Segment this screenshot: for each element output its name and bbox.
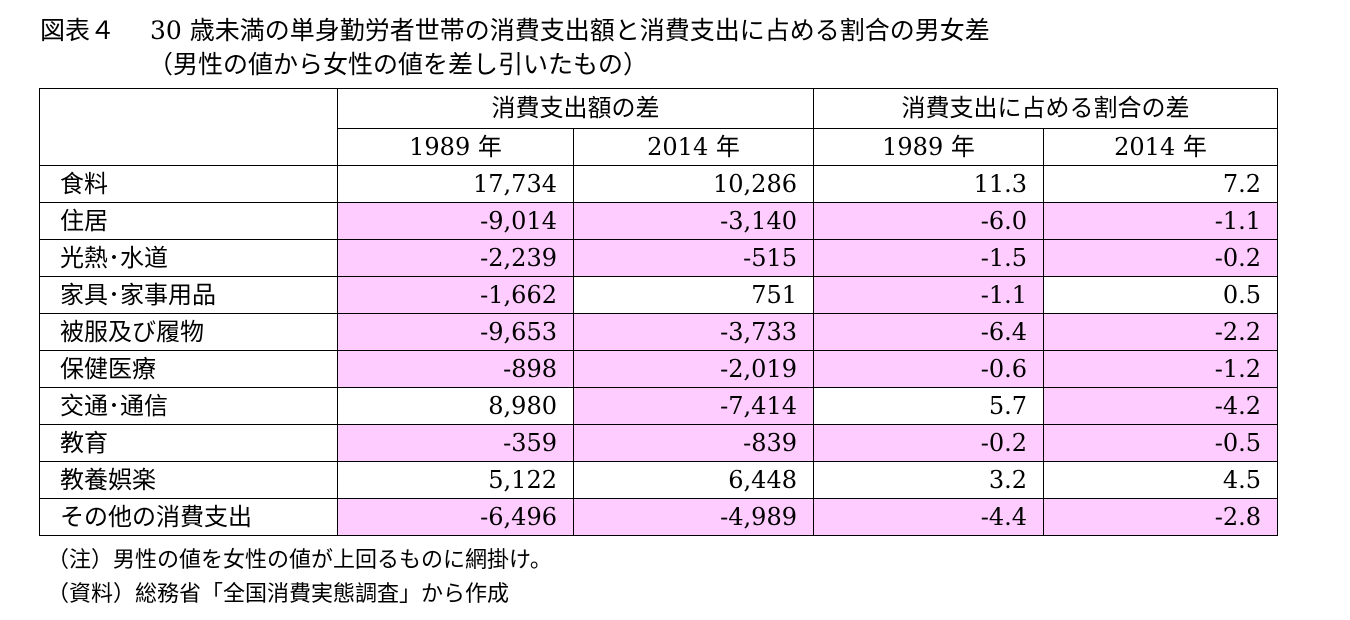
year-header: 2014 年 xyxy=(1043,128,1278,166)
note-line: （注）男性の値を女性の値が上回るものに網掛け。 xyxy=(47,548,552,573)
table-cell: -359 xyxy=(337,424,574,462)
table-cell: 0.5 xyxy=(1043,276,1278,314)
year-header: 1989 年 xyxy=(337,128,574,166)
table-cell: 17,734 xyxy=(337,165,574,203)
table-row: 交通･通信 8,980 -7,414 5.7 -4.2 xyxy=(39,387,1278,425)
table-row: 食料 17,734 10,286 11.3 7.2 xyxy=(39,165,1278,203)
row-label: 光熱･水道 xyxy=(39,239,338,277)
table-row: 教養娯楽 5,122 6,448 3.2 4.5 xyxy=(39,461,1278,499)
table-cell: -2,239 xyxy=(337,239,574,277)
row-label: 保健医療 xyxy=(39,350,338,388)
source-line: （資料）総務省「全国消費実態調査」から作成 xyxy=(47,582,510,607)
table-cell: 5.7 xyxy=(813,387,1044,425)
table-cell: -1.5 xyxy=(813,239,1044,277)
row-label: 被服及び履物 xyxy=(39,313,338,351)
table-cell: -2,019 xyxy=(573,350,814,388)
group-header-row: 消費支出額の差 消費支出に占める割合の差 xyxy=(39,88,1278,166)
table-cell: -4,989 xyxy=(573,498,814,536)
row-label: 交通･通信 xyxy=(39,387,338,425)
table-cell: -839 xyxy=(573,424,814,462)
notes: （注）男性の値を女性の値が上回るものに網掛け。 （資料）総務省「全国消費実態調査… xyxy=(47,544,552,612)
table-cell: 3.2 xyxy=(813,461,1044,499)
table-cell: -4.4 xyxy=(813,498,1044,536)
table-cell: 4.5 xyxy=(1043,461,1278,499)
figure-number: 図表４ xyxy=(40,16,116,45)
year-header: 2014 年 xyxy=(573,128,814,166)
table-cell: 8,980 xyxy=(337,387,574,425)
table-cell: -1.1 xyxy=(1043,202,1278,240)
table-cell: -4.2 xyxy=(1043,387,1278,425)
table-body: 食料 17,734 10,286 11.3 7.2 住居 -9,014 -3,140 -6.0-… xyxy=(39,165,1278,536)
table-cell: -7,414 xyxy=(573,387,814,425)
row-label: 教育 xyxy=(39,424,338,462)
title-main: 30 歳未満の単身勤労者世帯の消費支出額と消費支出に占める割合の男女差 xyxy=(150,16,990,45)
table-row: 被服及び履物 -9,653 -3,733 -6.4 -2.2 xyxy=(39,313,1278,351)
spending-difference-table: 消費支出額の差 消費支出に占める割合の差 1989 年 2014 年 1989 … xyxy=(39,88,1278,536)
figure-title: 図表４ 30 歳未満の単身勤労者世帯の消費支出額と消費支出に占める割合の男女差 （… xyxy=(40,14,990,82)
table-cell: -1,662 xyxy=(337,276,574,314)
table-cell: -2.8 xyxy=(1043,498,1278,536)
table-cell: 5,122 xyxy=(337,461,574,499)
corner-cell xyxy=(39,88,338,166)
table-cell: -9,014 xyxy=(337,202,574,240)
table-row: 住居 -9,014 -3,140 -6.0 -1.1 xyxy=(39,202,1278,240)
table-cell: 11.3 xyxy=(813,165,1044,203)
table-row: 保健医療 -898 -2,019 -0.6 -1.2 xyxy=(39,350,1278,388)
row-label: その他の消費支出 xyxy=(39,498,338,536)
table-cell: -1.2 xyxy=(1043,350,1278,388)
table-cell: -6.0 xyxy=(813,202,1044,240)
table-cell: 10,286 xyxy=(573,165,814,203)
group-header-amount: 消費支出額の差 xyxy=(337,88,814,129)
table-cell: -1.1 xyxy=(813,276,1044,314)
row-label: 住居 xyxy=(39,202,338,240)
table-row: 教育 -359 -839 -0.2 -0.5 xyxy=(39,424,1278,462)
table-cell: -6,496 xyxy=(337,498,574,536)
table-cell: -0.2 xyxy=(813,424,1044,462)
table-cell: -515 xyxy=(573,239,814,277)
table-cell: -2.2 xyxy=(1043,313,1278,351)
table-row: 光熱･水道 -2,239 -515 -1.5 -0.2 xyxy=(39,239,1278,277)
table-cell: -898 xyxy=(337,350,574,388)
group-header-share: 消費支出に占める割合の差 xyxy=(813,88,1278,129)
table-cell: 7.2 xyxy=(1043,165,1278,203)
table-row: その他の消費支出 -6,496 -4,989 -4.4 -2.8 xyxy=(39,498,1278,536)
table-cell: -9,653 xyxy=(337,313,574,351)
title-line-1: 図表４ 30 歳未満の単身勤労者世帯の消費支出額と消費支出に占める割合の男女差 xyxy=(40,14,990,48)
table-cell: -0.5 xyxy=(1043,424,1278,462)
year-header: 1989 年 xyxy=(813,128,1044,166)
table-cell: -3,140 xyxy=(573,202,814,240)
row-label: 食料 xyxy=(39,165,338,203)
table-cell: -6.4 xyxy=(813,313,1044,351)
table-row: 家具･家事用品 -1,662 751 -1.1 0.5 xyxy=(39,276,1278,314)
row-label: 教養娯楽 xyxy=(39,461,338,499)
table-cell: -0.2 xyxy=(1043,239,1278,277)
table-cell: 6,448 xyxy=(573,461,814,499)
row-label: 家具･家事用品 xyxy=(39,276,338,314)
title-subtitle: （男性の値から女性の値を差し引いたもの） xyxy=(148,50,649,79)
table-cell: -3,733 xyxy=(573,313,814,351)
table-cell: -0.6 xyxy=(813,350,1044,388)
table-cell: 751 xyxy=(573,276,814,314)
